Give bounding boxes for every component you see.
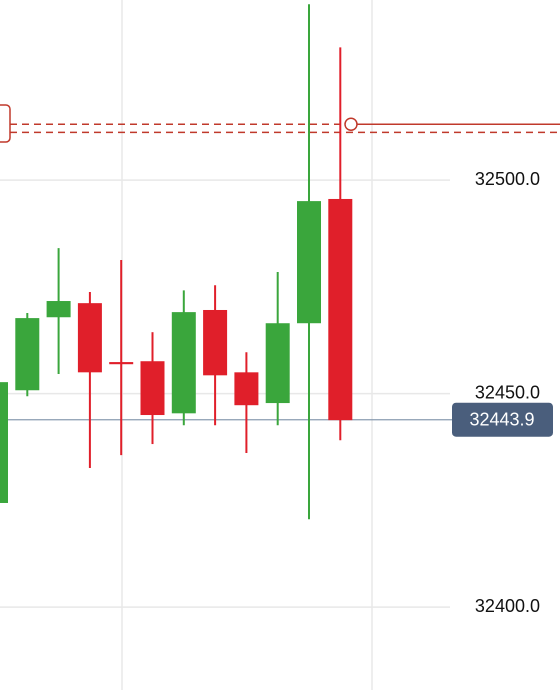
order-box — [0, 104, 11, 143]
candle-body — [77, 303, 102, 373]
last-price-label: 32443.9 — [469, 409, 534, 429]
y-tick-label: 32450.0 — [475, 382, 540, 402]
candle-body — [109, 362, 134, 365]
candle-body — [234, 372, 259, 406]
order-handle — [344, 117, 358, 132]
candle-body — [0, 382, 8, 503]
candle-body — [265, 323, 290, 404]
candle-body — [328, 198, 353, 421]
candle-body — [140, 361, 165, 416]
candle-body — [15, 318, 40, 391]
candle-body — [203, 309, 228, 376]
candle-body — [297, 201, 321, 324]
y-tick-label: 32500.0 — [475, 169, 540, 189]
candle-body — [46, 301, 71, 318]
last-price-tag — [452, 402, 553, 437]
y-tick-label: 32400.0 — [475, 596, 540, 616]
candle-body — [171, 312, 196, 414]
